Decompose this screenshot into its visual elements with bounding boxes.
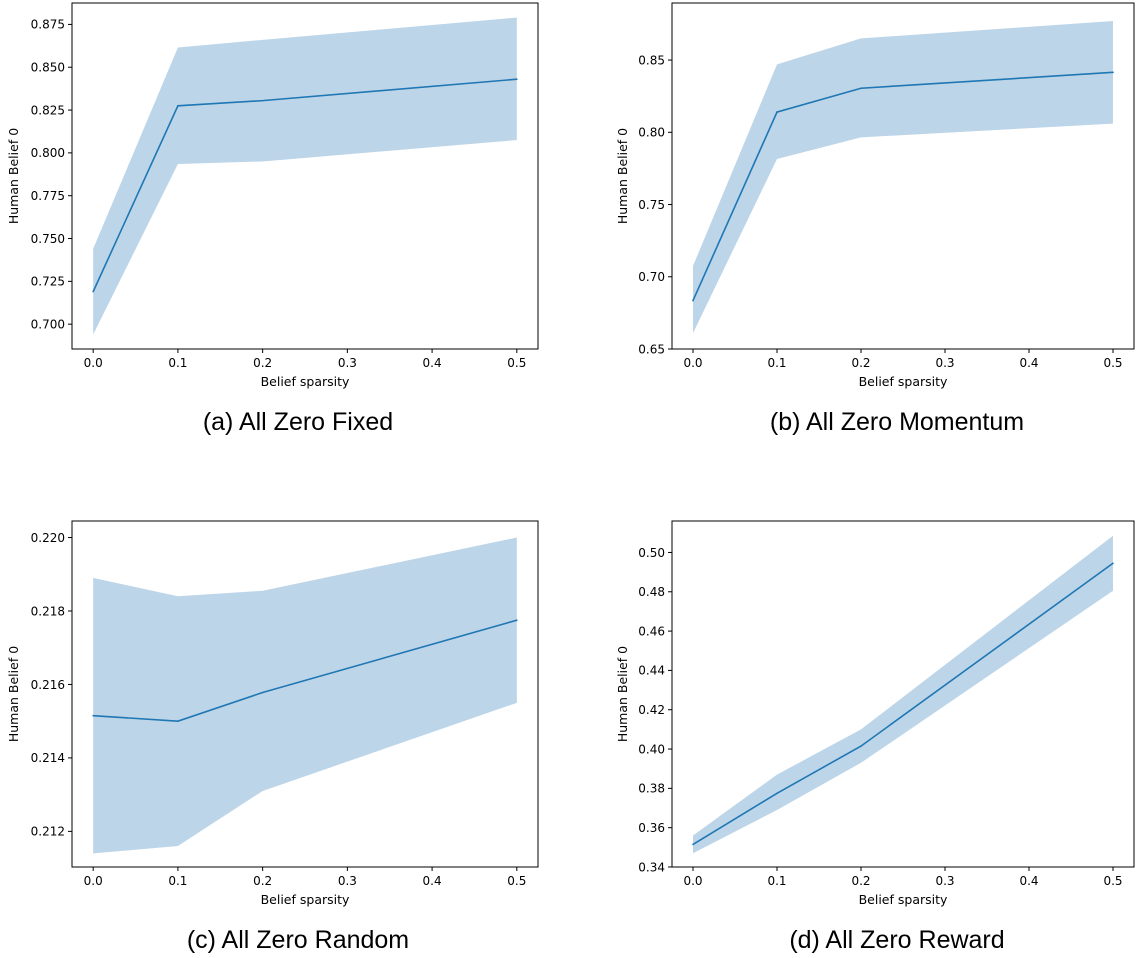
- y-tick-label: 0.50: [638, 546, 665, 560]
- series-line: [92, 78, 517, 292]
- data-point: [261, 99, 264, 102]
- y-tick-label: 0.750: [31, 232, 65, 246]
- x-tick-label: 0.5: [1103, 874, 1122, 888]
- series-line: [692, 562, 1114, 846]
- series-line: [93, 619, 518, 722]
- y-tick-label: 0.40: [638, 742, 665, 756]
- x-tick-label: 0.4: [1019, 356, 1038, 370]
- subfigure-caption: (a) All Zero Fixed: [203, 408, 393, 436]
- x-tick-label: 0.2: [253, 874, 272, 888]
- confidence-band: [93, 17, 517, 335]
- subfigure-caption: (c) All Zero Random: [187, 926, 409, 954]
- x-tick-label: 0.0: [683, 874, 702, 888]
- x-tick-label: 0.1: [767, 874, 786, 888]
- y-tick-label: 0.34: [638, 860, 665, 874]
- subfigure-caption: (d) All Zero Reward: [789, 926, 1004, 954]
- y-tick-label: 0.46: [638, 624, 665, 638]
- data-point: [776, 792, 778, 795]
- confidence-band: [93, 537, 517, 854]
- x-tick-label: 0.4: [423, 356, 442, 370]
- x-tick-label: 0.1: [168, 874, 187, 888]
- y-tick-label: 0.42: [638, 703, 665, 717]
- axes-frame: [71, 2, 539, 350]
- y-tick-label: 0.850: [31, 61, 65, 75]
- data-point: [1112, 71, 1114, 74]
- data-point: [177, 104, 179, 107]
- y-tick-label: 0.75: [638, 198, 665, 212]
- data-point: [692, 299, 694, 302]
- confidence-band: [693, 535, 1113, 854]
- data-point: [776, 111, 778, 113]
- x-axis-label: Belief sparsity: [261, 374, 350, 389]
- x-tick-label: 0.4: [423, 874, 442, 888]
- y-tick-label: 0.825: [31, 103, 65, 117]
- y-axis-label: Human Belief 0: [615, 646, 630, 742]
- y-axis-label: Human Belief 0: [6, 646, 21, 742]
- x-tick-label: 0.0: [84, 356, 103, 370]
- y-tick-label: 0.214: [31, 751, 65, 765]
- y-tick-label: 0.65: [638, 342, 665, 356]
- y-tick-label: 0.36: [638, 821, 665, 835]
- chart-panel-2: 0.0 0.1 0.2 0.3 0.4 0.5 0.65 0.70 0.75 0.80 0.85 Be…: [615, 2, 1135, 436]
- chart-panel-4: 0.0 0.1 0.2 0.3 0.4 0.5 0.34 0.36 0.38 0.40 0.42 0.…: [615, 520, 1135, 954]
- y-tick-label: 0.80: [638, 126, 665, 140]
- x-tick-label: 0.0: [683, 356, 702, 370]
- x-tick-label: 0.5: [507, 874, 526, 888]
- data-point: [92, 290, 94, 293]
- y-tick-label: 0.875: [31, 18, 65, 32]
- x-axis-label: Belief sparsity: [859, 374, 948, 389]
- subfigure-caption: (b) All Zero Momentum: [770, 408, 1024, 436]
- y-tick-label: 0.775: [31, 189, 65, 203]
- y-tick-label: 0.218: [31, 604, 65, 618]
- y-tick-label: 0.220: [31, 531, 65, 545]
- confidence-band: [693, 21, 1113, 334]
- x-axis-label: Belief sparsity: [261, 892, 350, 907]
- data-point: [261, 691, 264, 694]
- y-tick-label: 0.212: [31, 825, 65, 839]
- y-tick-label: 0.216: [31, 678, 65, 692]
- data-point: [516, 619, 518, 621]
- x-tick-label: 0.5: [507, 356, 526, 370]
- x-tick-label: 0.2: [851, 874, 870, 888]
- x-tick-label: 0.5: [1103, 356, 1122, 370]
- axes-frame: [671, 520, 1135, 868]
- y-tick-label: 0.85: [638, 53, 665, 67]
- x-tick-label: 0.2: [851, 356, 870, 370]
- x-tick-label: 0.2: [253, 356, 272, 370]
- y-tick-label: 0.48: [638, 585, 665, 599]
- x-tick-label: 0.3: [935, 874, 954, 888]
- data-point: [692, 843, 694, 846]
- data-point: [516, 78, 518, 81]
- series-line: [692, 71, 1114, 301]
- data-point: [92, 714, 94, 717]
- y-tick-label: 0.800: [31, 146, 65, 160]
- x-tick-label: 0.1: [168, 356, 187, 370]
- data-point: [1112, 562, 1114, 565]
- y-tick-label: 0.44: [638, 664, 665, 678]
- data-point: [860, 745, 862, 747]
- x-axis-label: Belief sparsity: [859, 892, 948, 907]
- y-axis-label: Human Belief 0: [6, 128, 21, 224]
- y-tick-label: 0.725: [31, 275, 65, 289]
- x-tick-label: 0.3: [338, 356, 357, 370]
- x-tick-label: 0.1: [767, 356, 786, 370]
- chart-panel-3: 0.0 0.1 0.2 0.3 0.4 0.5 0.212 0.214 0.216 0.218 0.…: [6, 520, 539, 954]
- axes-frame: [71, 520, 539, 868]
- y-tick-label: 0.38: [638, 782, 665, 796]
- y-tick-label: 0.70: [638, 270, 665, 284]
- x-tick-label: 0.3: [338, 874, 357, 888]
- x-tick-label: 0.4: [1019, 874, 1038, 888]
- y-tick-label: 0.700: [31, 317, 65, 331]
- chart-panel-1: 0.0 0.1 0.2 0.3 0.4 0.5 0.700 0.725 0.750 0.775 0.…: [6, 2, 539, 436]
- data-point: [177, 720, 179, 722]
- x-tick-label: 0.3: [935, 356, 954, 370]
- x-tick-label: 0.0: [84, 874, 103, 888]
- axes-frame: [671, 2, 1135, 350]
- y-axis-label: Human Belief 0: [615, 128, 630, 224]
- data-point: [860, 87, 862, 90]
